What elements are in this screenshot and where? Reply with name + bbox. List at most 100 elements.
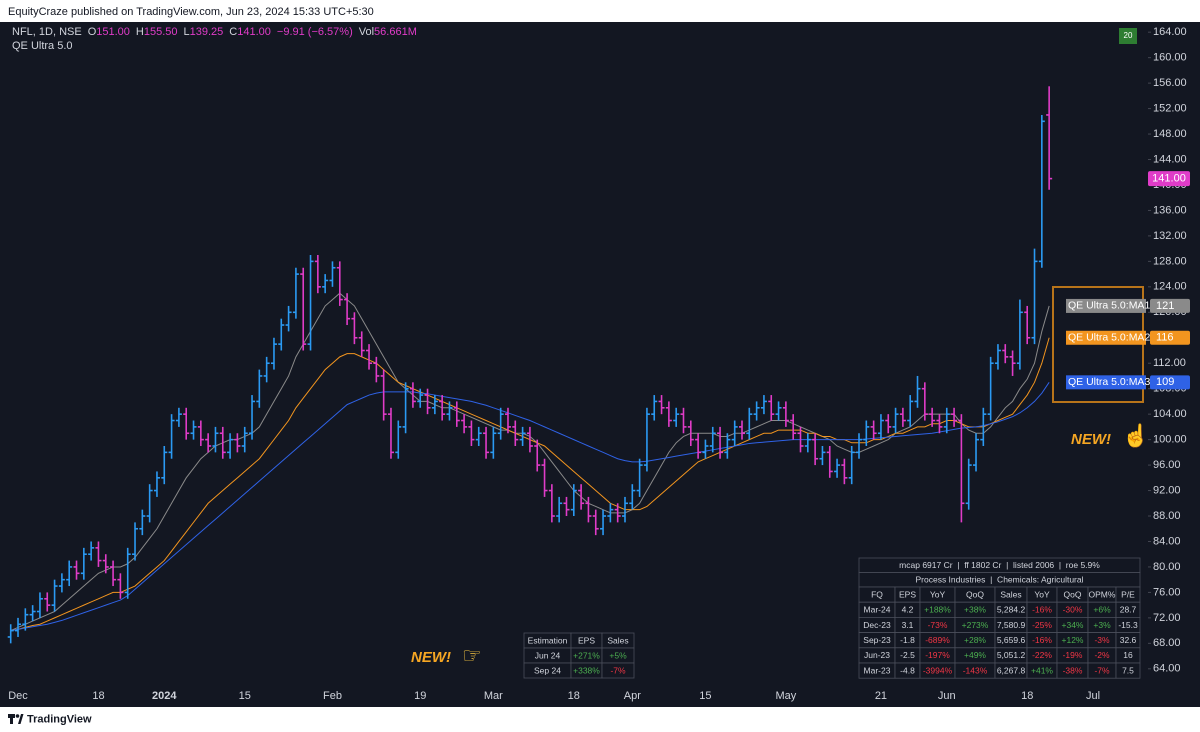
- x-tick-label: 18: [568, 690, 580, 702]
- ohlc-bar: [446, 401, 453, 421]
- ohlc-bar: [366, 344, 373, 370]
- fundamentals-table-text: -30%: [1063, 605, 1083, 615]
- ohlc-bar: [161, 445, 168, 485]
- fundamentals-table-text: 28.7: [1120, 605, 1137, 615]
- last-price-label: 141.00: [1152, 173, 1186, 185]
- ohlc-bar: [600, 509, 607, 536]
- y-tick-label: 148.00: [1153, 128, 1187, 140]
- ohlc-bar: [885, 414, 892, 434]
- estimation-table-text: +5%: [609, 650, 627, 660]
- legend-value: 56.661M: [374, 26, 417, 38]
- fundamentals-table-text: -22%: [1032, 650, 1052, 660]
- ma-value-tag: [1150, 330, 1190, 345]
- fundamentals-table-text: QoQ: [1064, 589, 1082, 599]
- annotation-text: NEW!: [411, 649, 451, 666]
- fundamentals-table-text: P/E: [1121, 589, 1135, 599]
- ma-value-label: 116: [1156, 332, 1174, 344]
- ohlc-bar: [797, 426, 804, 453]
- ohlc-bar: [409, 382, 416, 408]
- ma-name: QE Ultra 5.0:MA2: [1068, 332, 1150, 344]
- y-tick-label: 152.00: [1153, 102, 1187, 114]
- ma-name-tag: [1066, 330, 1146, 345]
- ohlc-bar: [234, 433, 241, 453]
- fundamentals-table-text: -19%: [1063, 650, 1083, 660]
- ohlc-bar: [548, 484, 555, 523]
- ohlc-bar: [475, 426, 482, 446]
- ohlc-bar: [519, 426, 526, 446]
- legend-key: O: [88, 26, 97, 38]
- fundamentals-table-text: -16%: [1032, 635, 1052, 645]
- fundamentals-table-text: -7%: [1094, 665, 1110, 675]
- ma-name-tag: [1066, 375, 1146, 390]
- estimation-table-text: -7%: [610, 665, 626, 675]
- fundamentals-table-text: -143%: [963, 665, 988, 675]
- ohlc-bar: [863, 420, 870, 446]
- ohlc-bar: [665, 401, 672, 427]
- fundamentals-table-text: +49%: [964, 650, 986, 660]
- ohlc-bar: [563, 496, 570, 517]
- ohlc-bar: [102, 554, 109, 574]
- ohlc-bar: [417, 388, 424, 408]
- y-tick-label: 92.00: [1153, 484, 1181, 496]
- estimation-table-text: Jun 24: [535, 650, 561, 660]
- ohlc-bar: [936, 414, 943, 434]
- fundamentals-table-text: YoY: [930, 589, 946, 599]
- ohlc-bar: [29, 605, 36, 622]
- y-tick-label: 132.00: [1153, 230, 1187, 242]
- x-tick-label: Mar: [484, 690, 503, 702]
- fundamentals-table-text: 7,580.9: [997, 620, 1026, 630]
- ohlc-bar: [424, 388, 431, 415]
- ohlc-bar: [578, 484, 585, 510]
- legend-key: Vol: [359, 26, 374, 38]
- legend-key: L: [184, 26, 190, 38]
- y-tick-label: 164.00: [1153, 26, 1187, 38]
- ohlc-bar: [534, 439, 541, 472]
- estimation-table-text: Sep 24: [534, 665, 561, 675]
- ohlc-bar: [907, 395, 914, 427]
- ohlc-bar: [731, 420, 738, 446]
- fundamentals-table-text: -197%: [925, 650, 950, 660]
- ohlc-bar: [760, 395, 767, 415]
- x-tick-label: 2024: [152, 690, 177, 702]
- ohlc-bar: [197, 420, 204, 446]
- ohlc-bar: [629, 484, 636, 510]
- ohlc-bar: [1009, 350, 1016, 376]
- logo-part: [10, 714, 13, 724]
- ohlc-bar: [73, 560, 80, 580]
- footer-brand: TradingView: [27, 713, 92, 725]
- ohlc-bar: [877, 414, 884, 440]
- ma-value-label: 109: [1156, 376, 1174, 388]
- ohlc-bar: [7, 624, 14, 644]
- ohlc-bar: [899, 407, 906, 427]
- y-tick-label: 64.00: [1153, 663, 1181, 675]
- fundamentals-table-text: 5,284.2: [997, 605, 1026, 615]
- last-price-tag: [1148, 171, 1190, 187]
- fundamentals-table-text: 32.6: [1120, 635, 1137, 645]
- ohlc-bar: [212, 426, 219, 453]
- ohlc-bar: [58, 573, 65, 593]
- fundamentals-table-text: 7.5: [1122, 665, 1134, 675]
- ma-name: QE Ultra 5.0:MA1: [1068, 300, 1150, 312]
- fundamentals-table-text: -16%: [1032, 605, 1052, 615]
- fundamentals-table-text: +188%: [924, 605, 951, 615]
- annotation-icon: ☞: [462, 643, 482, 668]
- fundamentals-table-text: -4.8: [900, 665, 915, 675]
- fundamentals-table-text: +12%: [1062, 635, 1084, 645]
- legend-value: 141.00: [237, 26, 271, 38]
- fundamentals-table-cell: [1115, 662, 1141, 679]
- x-tick-label: 15: [239, 690, 251, 702]
- fundamentals-table-text: Sep-23: [863, 635, 891, 645]
- fundamentals-table-text: -15.3: [1118, 620, 1138, 630]
- fundamentals-table-text: 4.2: [902, 605, 914, 615]
- ohlc-bar: [358, 331, 365, 357]
- fundamentals-table-text: +3%: [1093, 620, 1111, 630]
- fundamentals-table-text: +38%: [964, 605, 986, 615]
- ohlc-bar: [1031, 248, 1038, 345]
- ohlc-bar: [468, 420, 475, 446]
- y-tick-label: 100.00: [1153, 434, 1187, 446]
- ohlc-bar: [607, 503, 614, 523]
- ohlc-bar: [278, 318, 285, 351]
- ohlc-bar: [44, 592, 51, 612]
- ohlc-bar: [373, 356, 380, 383]
